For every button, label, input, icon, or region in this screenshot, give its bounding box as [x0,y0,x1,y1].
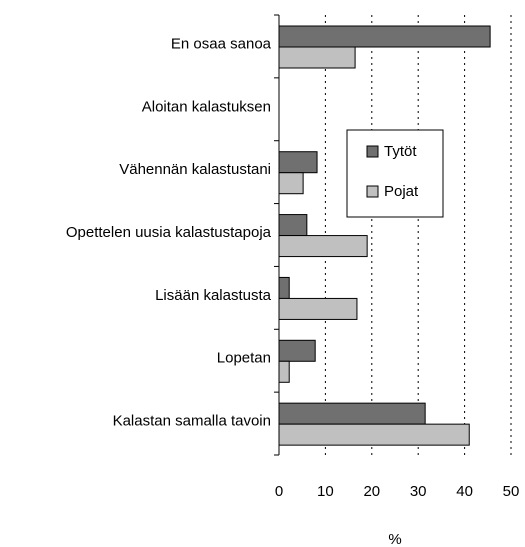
x-tick-label: 0 [275,483,283,500]
y-tick-label: Lisään kalastusta [155,287,272,304]
bar [278,172,304,195]
y-tick-label: En osaa sanoa [171,35,272,52]
bar [278,151,318,174]
legend-label: Tytöt [384,143,417,160]
x-axis-label: % [388,531,401,547]
x-tick-label: 40 [456,483,473,500]
bar [278,360,290,383]
legend-swatch [366,185,379,198]
bar [278,235,368,258]
bar [278,402,426,425]
x-tick-label: 50 [503,483,520,500]
bar [278,423,470,446]
legend-box [346,129,444,218]
bar [278,214,308,237]
y-tick-label: Lopetan [217,350,271,367]
y-tick-label: Opettelen uusia kalastustapoja [66,224,272,241]
legend-label: Pojat [384,183,419,200]
x-tick-label: 30 [410,483,427,500]
bar [278,25,491,48]
legend-swatch [366,145,379,158]
bar [278,46,356,69]
bar [278,297,358,320]
y-tick-label: Vähennän kalastustani [119,161,271,178]
x-tick-label: 10 [317,483,334,500]
y-tick-label: Kalastan samalla tavoin [113,413,271,430]
y-tick-label: Aloitan kalastuksen [142,98,271,115]
bar [278,276,290,299]
x-tick-label: 20 [363,483,380,500]
bar [278,339,316,362]
